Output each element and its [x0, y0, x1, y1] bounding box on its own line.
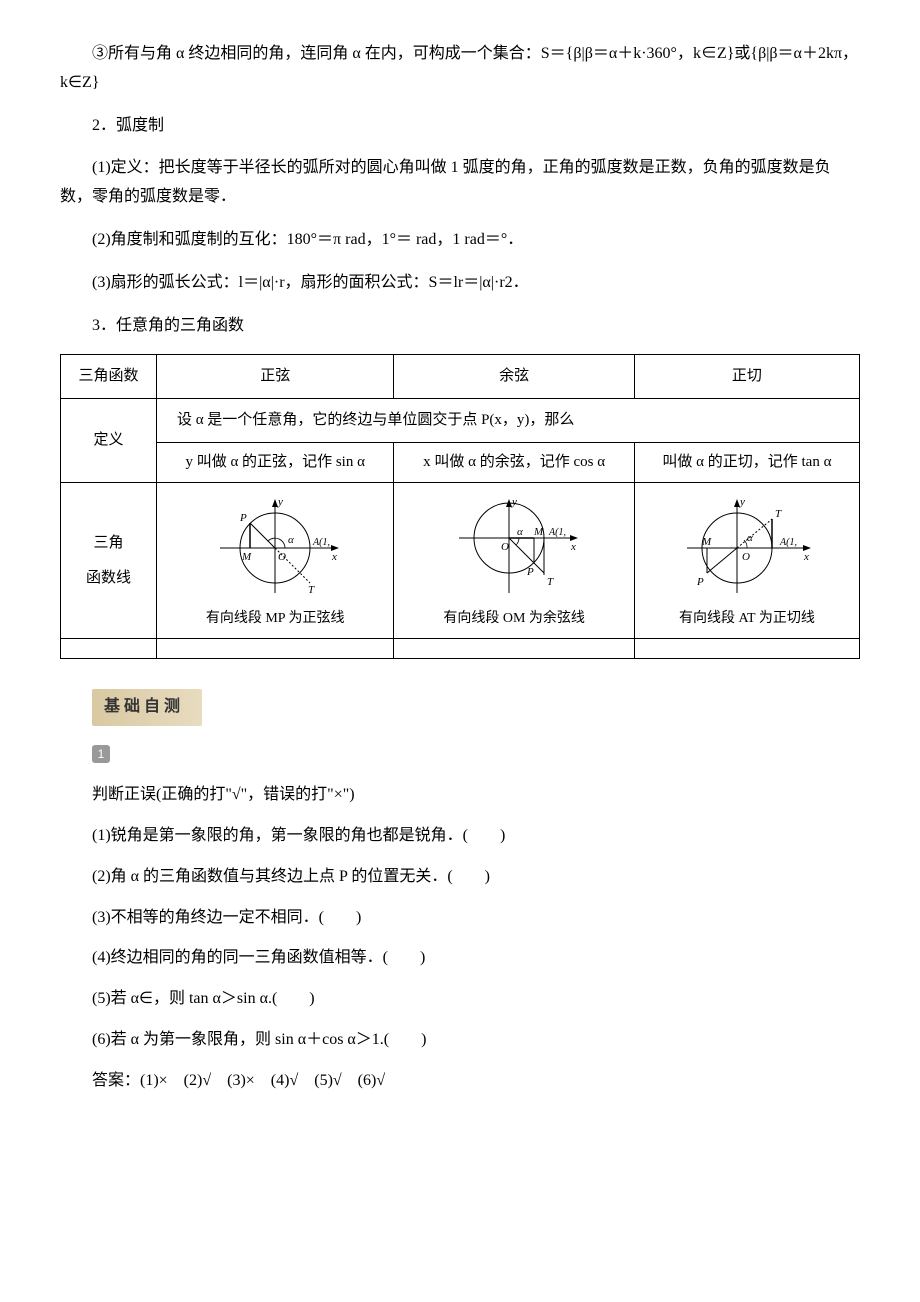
td-diagram-tan: y x O M α A(1, P T 有向线段 AT 为正切线: [634, 482, 859, 639]
td-diagram-cos: y x O M α A(1, P T 有向线段 OM 为余弦线: [394, 482, 634, 639]
empty-cell: [61, 639, 157, 659]
svg-text:A(1,: A(1,: [548, 527, 566, 538]
svg-text:P: P: [696, 576, 704, 588]
svg-text:T: T: [547, 576, 554, 588]
empty-cell: [634, 639, 859, 659]
section-banner: 基础自测: [92, 689, 202, 726]
svg-text:y: y: [739, 496, 745, 508]
td-def-cos: x 叫做 α 的余弦，记作 cos α: [394, 443, 634, 483]
question-number: 1: [92, 745, 110, 763]
svg-text:M: M: [241, 551, 252, 563]
svg-text:α: α: [747, 532, 753, 544]
td-def-tan: 叫做 α 的正切，记作 tan α: [634, 443, 859, 483]
svg-text:O: O: [501, 541, 509, 553]
td-def-sin: y 叫做 α 的正弦，记作 sin α: [156, 443, 393, 483]
svg-text:α: α: [288, 534, 294, 546]
paragraph-def: (1)定义：把长度等于半径长的弧所对的圆心角叫做 1 弧度的角，正角的弧度数是正…: [60, 154, 860, 212]
judge-1: (1)锐角是第一象限的角，第一象限的角也都是锐角．( ): [60, 822, 860, 851]
trig-table: 三角函数 正弦 余弦 正切 定义 设 α 是一个任意角，它的终边与单位圆交于点 …: [60, 354, 860, 659]
empty-cell: [394, 639, 634, 659]
svg-text:P: P: [239, 512, 247, 524]
svg-text:M: M: [533, 526, 544, 538]
svg-text:M: M: [701, 536, 712, 548]
th-func: 三角函数: [61, 355, 157, 399]
caption-cos: 有向线段 OM 为余弦线: [398, 609, 629, 629]
paragraph-heading-3: 3．任意角的三角函数: [60, 312, 860, 341]
judge-3: (3)不相等的角终边一定不相同．( ): [60, 904, 860, 933]
svg-text:y: y: [277, 496, 283, 508]
th-cos: 余弦: [394, 355, 634, 399]
svg-text:x: x: [570, 541, 576, 553]
answer: 答案：(1)× (2)√ (3)× (4)√ (5)√ (6)√: [60, 1067, 860, 1096]
tangent-diagram: y x O M α A(1, P T: [672, 493, 822, 603]
paragraph-formula: (3)扇形的弧长公式：l＝|α|·r，扇形的面积公式：S＝lr＝|α|·r2．: [60, 269, 860, 298]
judge-6: (6)若 α 为第一象限角，则 sin α＋cos α＞1.( ): [60, 1026, 860, 1055]
svg-text:x: x: [803, 551, 809, 563]
caption-sin: 有向线段 MP 为正弦线: [161, 609, 389, 629]
svg-text:y: y: [511, 496, 517, 508]
judge-intro: 判断正误(正确的打"√"，错误的打"×"): [60, 781, 860, 810]
caption-tan: 有向线段 AT 为正切线: [639, 609, 855, 629]
cosine-diagram: y x O M α A(1, P T: [439, 493, 589, 603]
svg-text:P: P: [526, 566, 534, 578]
paragraph-convert: (2)角度制和弧度制的互化：180°＝π rad，1°＝ rad，1 rad＝°…: [60, 226, 860, 255]
empty-cell: [156, 639, 393, 659]
svg-text:A(1,: A(1,: [312, 537, 330, 548]
svg-text:T: T: [308, 584, 315, 596]
svg-text:T: T: [775, 508, 782, 520]
judge-5: (5)若 α∈，则 tan α＞sin α.( ): [60, 985, 860, 1014]
td-line-label-2: 函数线: [71, 565, 146, 592]
judge-2: (2)角 α 的三角函数值与其终边上点 P 的位置无关．( ): [60, 863, 860, 892]
svg-text:O: O: [742, 551, 750, 563]
svg-text:A(1,: A(1,: [779, 537, 797, 548]
th-tan: 正切: [634, 355, 859, 399]
paragraph-3: ③所有与角 α 终边相同的角，连同角 α 在内，可构成一个集合：S＝{β|β＝α…: [60, 40, 860, 98]
sine-diagram: y x P M O α A(1, T: [200, 493, 350, 603]
judge-4: (4)终边相同的角的同一三角函数值相等．( ): [60, 944, 860, 973]
td-line-label: 三角 函数线: [61, 482, 157, 639]
paragraph-heading-2: 2．弧度制: [60, 112, 860, 141]
svg-text:x: x: [331, 551, 337, 563]
td-def-span: 设 α 是一个任意角，它的终边与单位圆交于点 P(x，y)，那么: [156, 399, 859, 443]
th-sin: 正弦: [156, 355, 393, 399]
td-line-label-1: 三角: [71, 530, 146, 557]
td-diagram-sin: y x P M O α A(1, T 有向线段 MP 为正弦线: [156, 482, 393, 639]
svg-text:α: α: [517, 526, 523, 538]
td-def-label: 定义: [61, 399, 157, 483]
svg-text:O: O: [278, 551, 286, 563]
